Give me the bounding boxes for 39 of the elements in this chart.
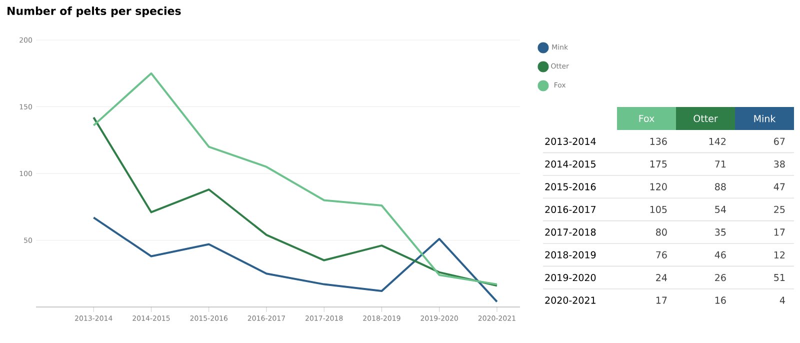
data-label: 51	[774, 274, 785, 282]
y-tick-label: 2020-2021	[545, 296, 596, 304]
data-label: 142	[709, 138, 726, 145]
data-label: 136	[650, 138, 667, 145]
y-tick-label: 2017-2018	[545, 228, 596, 236]
data-label: 35	[715, 228, 726, 236]
x-tick-label: Otter	[694, 114, 718, 122]
data-label: 80	[656, 228, 667, 236]
data-label: 24	[656, 274, 667, 282]
data-label: 4	[780, 296, 785, 304]
line-series	[92, 116, 498, 287]
line-series	[92, 216, 498, 303]
data-label: 47	[774, 183, 785, 190]
y-tick-label: 2016-2017	[545, 206, 596, 214]
chart-title: Number of pelts per species	[8, 6, 181, 18]
data-label: 25	[774, 206, 785, 214]
data-label: 88	[715, 183, 726, 190]
data-label: 120	[650, 183, 667, 190]
data-label: 175	[650, 160, 667, 168]
y-tick-label: 2014-2015	[545, 160, 596, 168]
line-series	[92, 72, 498, 286]
y-tick-label: 2015-2016	[545, 183, 596, 190]
data-label: 26	[715, 274, 726, 282]
data-label: 76	[656, 251, 667, 258]
data-label: 16	[715, 296, 726, 304]
data-label: 38	[774, 160, 785, 168]
y-tick-label: 2018-2019	[545, 251, 596, 258]
data-label: 17	[774, 228, 785, 236]
data-label: 71	[715, 160, 726, 168]
y-tick-label: 2019-2020	[545, 274, 596, 282]
data-label: 12	[774, 251, 785, 258]
data-label: 46	[714, 251, 726, 258]
x-tick-label: Mink	[754, 114, 776, 122]
data-label: 17	[656, 296, 667, 304]
data-label: 54	[715, 206, 726, 213]
data-label: 67	[774, 138, 785, 145]
data-label: 105	[650, 206, 667, 214]
y-tick-label: 2013-2014	[545, 138, 596, 145]
x-tick-label: Fox	[639, 114, 654, 122]
